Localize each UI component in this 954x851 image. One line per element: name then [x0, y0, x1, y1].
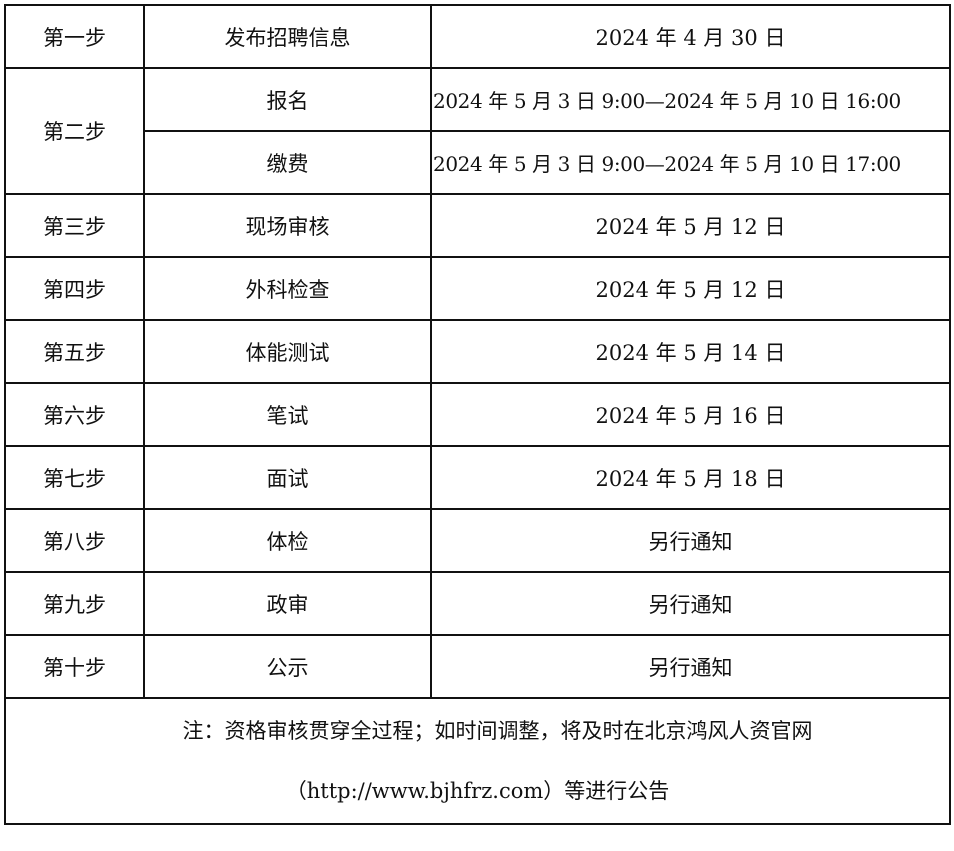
step-cell: 第五步 — [4, 319, 145, 384]
time-cell: 2024 年 5 月 12 日 — [430, 193, 951, 258]
table-row: 缴费 2024 年 5 月 3 日 9:00—2024 年 5 月 10 日 1… — [5, 130, 951, 195]
time-cell: 另行通知 — [430, 634, 951, 699]
time-cell: 另行通知 — [430, 571, 951, 636]
step-cell: 第十步 — [4, 634, 145, 699]
time-cell: 2024 年 5 月 14 日 — [430, 319, 951, 384]
time-cell: 2024 年 5 月 16 日 — [430, 382, 951, 447]
table-row: 第八步 体检 另行通知 — [4, 508, 951, 573]
item-cell: 缴费 — [143, 130, 432, 195]
item-cell: 现场审核 — [143, 193, 432, 258]
table-row: 第十步 公示 另行通知 — [4, 634, 951, 699]
time-cell: 2024 年 5 月 18 日 — [430, 445, 951, 510]
table-row: 第二步 报名 2024 年 5 月 3 日 9:00—2024 年 5 月 10… — [4, 67, 951, 195]
time-cell: 2024 年 5 月 12 日 — [430, 256, 951, 321]
table-row: 第四步 外科检查 2024 年 5 月 12 日 — [4, 256, 951, 321]
item-cell: 发布招聘信息 — [143, 4, 432, 69]
note-line-1: 注：资格审核贯穿全过程；如时间调整，将及时在北京鸿风人资官网 — [182, 719, 813, 743]
item-cell: 体能测试 — [143, 319, 432, 384]
item-cell: 面试 — [143, 445, 432, 510]
item-cell: 政审 — [143, 571, 432, 636]
time-cell: 另行通知 — [430, 508, 951, 573]
item-cell: 笔试 — [143, 382, 432, 447]
table-row: 第五步 体能测试 2024 年 5 月 14 日 — [4, 319, 951, 384]
note-cell: 注：资格审核贯穿全过程；如时间调整，将及时在北京鸿风人资官网 （http://w… — [4, 697, 951, 825]
table-row: 第三步 现场审核 2024 年 5 月 12 日 — [4, 193, 951, 258]
item-cell: 外科检查 — [143, 256, 432, 321]
note-row: 注：资格审核贯穿全过程；如时间调整，将及时在北京鸿风人资官网 （http://w… — [4, 697, 951, 825]
note-line-2: （http://www.bjhfrz.com）等进行公告 — [285, 779, 670, 803]
table-row: 第一步 发布招聘信息 2024 年 4 月 30 日 — [4, 4, 951, 69]
step-cell: 第一步 — [4, 4, 145, 69]
time-cell: 2024 年 4 月 30 日 — [430, 4, 951, 69]
step-cell: 第七步 — [4, 445, 145, 510]
step-cell: 第九步 — [4, 571, 145, 636]
table-row: 第七步 面试 2024 年 5 月 18 日 — [4, 445, 951, 510]
step-cell: 第三步 — [4, 193, 145, 258]
time-cell: 2024 年 5 月 3 日 9:00—2024 年 5 月 10 日 17:0… — [430, 130, 951, 195]
step-cell: 第四步 — [4, 256, 145, 321]
item-cell: 体检 — [143, 508, 432, 573]
time-cell: 2024 年 5 月 3 日 9:00—2024 年 5 月 10 日 16:0… — [430, 67, 951, 132]
table-row: 第六步 笔试 2024 年 5 月 16 日 — [4, 382, 951, 447]
item-cell: 公示 — [143, 634, 432, 699]
step-cell: 第二步 — [4, 67, 145, 195]
recruitment-schedule-table: 第一步 发布招聘信息 2024 年 4 月 30 日 第二步 报名 2024 年… — [4, 4, 951, 825]
item-cell: 报名 — [143, 67, 432, 132]
table-row: 第九步 政审 另行通知 — [4, 571, 951, 636]
step-cell: 第八步 — [4, 508, 145, 573]
step-cell: 第六步 — [4, 382, 145, 447]
